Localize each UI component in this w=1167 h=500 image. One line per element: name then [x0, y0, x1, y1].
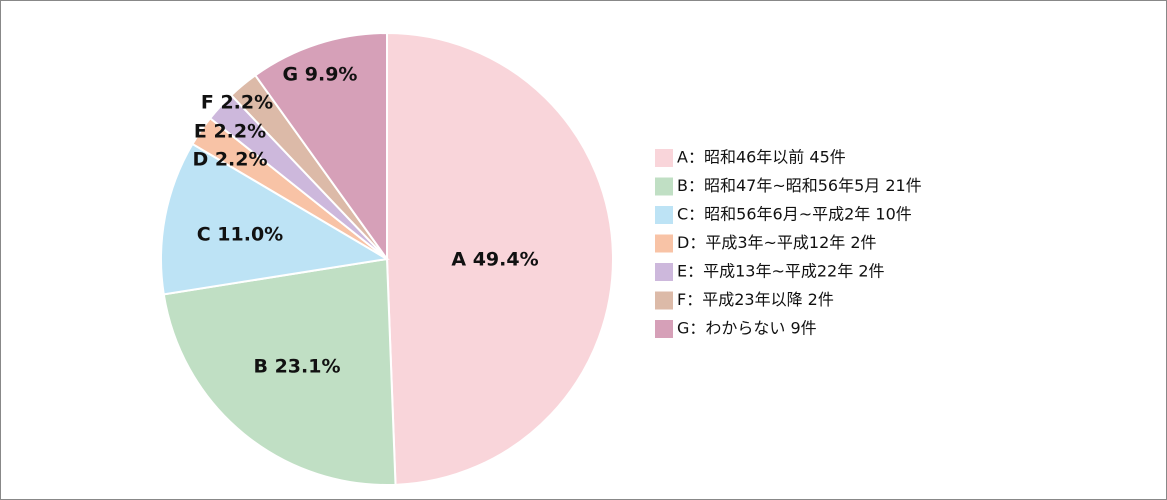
legend-label: C：昭和56年6月~平成2年 10件	[677, 205, 912, 224]
legend-swatch	[655, 263, 673, 281]
slice-label: F 2.2%	[201, 92, 273, 114]
legend-swatch	[655, 234, 673, 253]
legend-swatch	[655, 320, 673, 338]
legend-label: G：わからない 9件	[677, 319, 817, 338]
slice-label: E 2.2%	[194, 121, 266, 143]
pie-slice	[160, 142, 390, 296]
pie-slice	[162, 257, 397, 486]
slice-label: G 9.9%	[283, 64, 358, 86]
legend-swatch	[655, 177, 673, 196]
pie-slice	[253, 31, 388, 263]
slice-label: D 2.2%	[192, 149, 267, 171]
legend-swatch	[655, 291, 673, 310]
slice-label: C 11.0%	[197, 224, 283, 246]
slice-label: A 49.4%	[451, 249, 538, 271]
legend-label: E：平成13年~平成22年 2件	[677, 262, 885, 281]
legend-swatch	[655, 206, 673, 224]
legend-label: B：昭和47年~昭和56年5月 21件	[677, 176, 922, 195]
legend-label: F：平成23年以降 2件	[677, 290, 834, 309]
legend-label: D：平成3年~平成12年 2件	[677, 233, 877, 252]
legend-label: A：昭和46年以前 45件	[677, 148, 846, 167]
pie-slice	[386, 31, 614, 486]
slice-label: B 23.1%	[253, 356, 340, 378]
legend-swatch	[655, 149, 673, 167]
